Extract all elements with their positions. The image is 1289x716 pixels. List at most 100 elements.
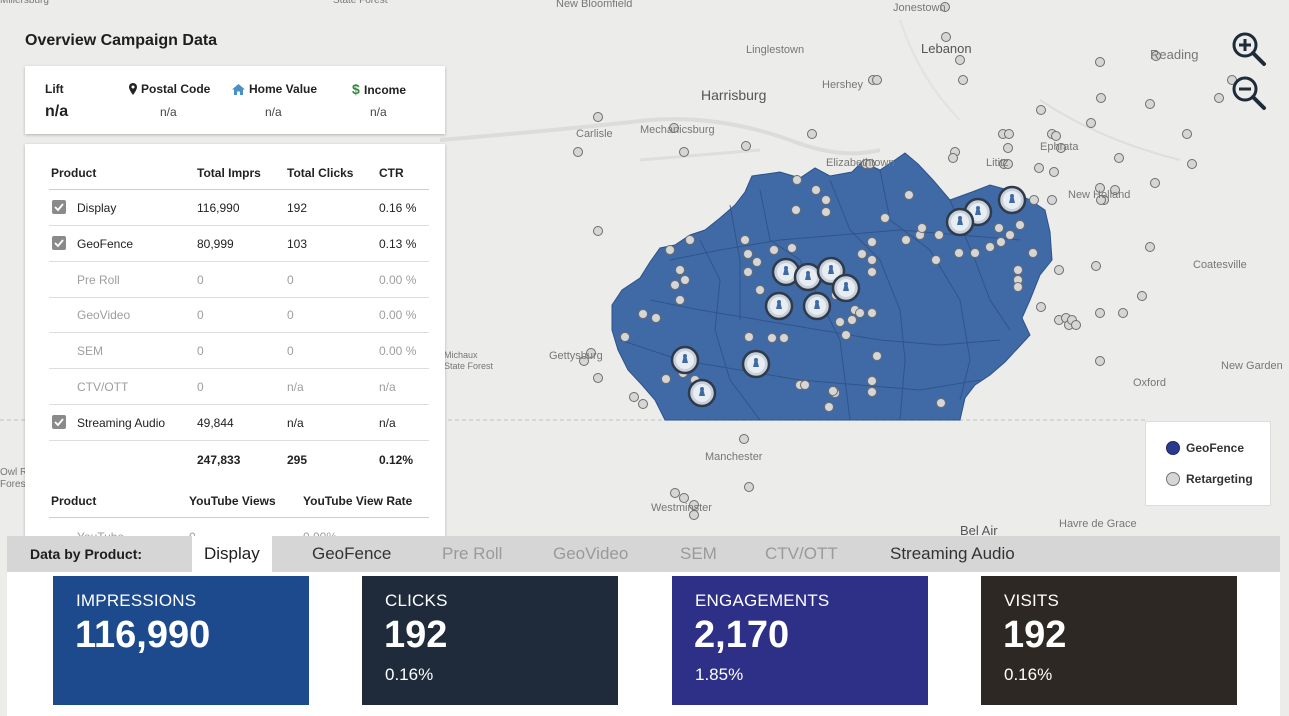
retargeting-dot[interactable] [1095,57,1105,67]
retargeting-dot[interactable] [1071,320,1081,330]
retargeting-dot[interactable] [1091,261,1101,271]
retargeting-dot[interactable] [1095,183,1105,193]
retargeting-dot[interactable] [867,237,877,247]
retargeting-dot[interactable] [958,75,968,85]
retargeting-dot[interactable] [669,123,679,133]
retargeting-dot[interactable] [675,265,685,275]
retargeting-dot[interactable] [917,223,927,233]
retargeting-dot[interactable] [670,488,680,498]
tab-streaming-audio[interactable]: Streaming Audio [890,544,1015,563]
retargeting-dot[interactable] [1145,99,1155,109]
retargeting-dot[interactable] [955,55,965,65]
geofence-marker-icon[interactable] [802,291,832,321]
retargeting-dot[interactable] [593,226,603,236]
retargeting-dot[interactable] [680,275,690,285]
retargeting-dot[interactable] [1145,242,1155,252]
retargeting-dot[interactable] [1182,129,1192,139]
retargeting-dot[interactable] [1049,167,1059,177]
retargeting-dot[interactable] [867,308,877,318]
retargeting-dot[interactable] [865,159,875,169]
retargeting-dot[interactable] [1036,105,1046,115]
retargeting-dot[interactable] [872,351,882,361]
retargeting-dot[interactable] [670,280,680,290]
retargeting-dot[interactable] [940,2,950,12]
retargeting-dot[interactable] [835,317,845,327]
zoom-in-button[interactable] [1230,30,1268,68]
retargeting-dot[interactable] [941,32,951,42]
retargeting-dot[interactable] [855,308,865,318]
retargeting-dot[interactable] [767,333,777,343]
retargeting-dot[interactable] [1054,265,1064,275]
retargeting-dot[interactable] [1151,51,1161,61]
retargeting-dot[interactable] [934,230,944,240]
retargeting-dot[interactable] [1095,356,1105,366]
retargeting-dot[interactable] [661,374,671,384]
retargeting-dot[interactable] [792,175,802,185]
zoom-out-button[interactable] [1230,74,1268,112]
retargeting-dot[interactable] [769,245,779,255]
retargeting-dot[interactable] [1114,153,1124,163]
retargeting-dot[interactable] [1110,185,1120,195]
retargeting-dot[interactable] [821,195,831,205]
retargeting-dot[interactable] [675,295,685,305]
retargeting-dot[interactable] [954,248,964,258]
retargeting-dot[interactable] [689,500,699,510]
retargeting-dot[interactable] [936,398,946,408]
retargeting-dot[interactable] [1028,248,1038,258]
retargeting-dot[interactable] [1029,195,1039,205]
retargeting-dot[interactable] [739,434,749,444]
retargeting-dot[interactable] [1004,129,1014,139]
retargeting-dot[interactable] [1086,118,1096,128]
retargeting-dot[interactable] [996,237,1006,247]
retargeting-dot[interactable] [1051,131,1061,141]
geofence-marker-icon[interactable] [997,185,1027,215]
retargeting-dot[interactable] [593,373,603,383]
retargeting-dot[interactable] [1003,143,1013,153]
retargeting-dot[interactable] [1214,93,1224,103]
geofence-marker-icon[interactable] [741,349,771,379]
retargeting-dot[interactable] [847,315,857,325]
retargeting-dot[interactable] [811,185,821,195]
retargeting-dot[interactable] [1096,93,1106,103]
retargeting-dot[interactable] [807,129,817,139]
retargeting-dot[interactable] [743,267,753,277]
retargeting-dot[interactable] [779,333,789,343]
tab-geofence[interactable]: GeoFence [312,544,392,563]
retargeting-dot[interactable] [1013,282,1023,292]
retargeting-dot[interactable] [1118,308,1128,318]
retargeting-dot[interactable] [620,332,630,342]
retargeting-dot[interactable] [880,213,890,223]
retargeting-dot[interactable] [629,392,639,402]
retargeting-dot[interactable] [679,493,689,503]
retargeting-dot[interactable] [948,153,958,163]
retargeting-dot[interactable] [791,205,801,215]
retargeting-dot[interactable] [1096,195,1106,205]
retargeting-dot[interactable] [1056,143,1066,153]
tab-ctv-ott[interactable]: CTV/OTT [765,544,838,563]
retargeting-dot[interactable] [872,75,882,85]
tab-display[interactable]: Display [192,536,272,572]
retargeting-dot[interactable] [679,147,689,157]
retargeting-dot[interactable] [901,235,911,245]
retargeting-dot[interactable] [638,399,648,409]
product-checkbox[interactable] [52,200,66,214]
retargeting-dot[interactable] [867,376,877,386]
retargeting-dot[interactable] [821,207,831,217]
retargeting-dot[interactable] [744,332,754,342]
retargeting-dot[interactable] [1005,230,1015,240]
retargeting-dot[interactable] [586,348,596,358]
retargeting-dot[interactable] [867,255,877,265]
geofence-marker-icon[interactable] [764,291,794,321]
retargeting-dot[interactable] [787,243,797,253]
retargeting-dot[interactable] [1036,302,1046,312]
retargeting-dot[interactable] [867,267,877,277]
retargeting-dot[interactable] [740,235,750,245]
retargeting-dot[interactable] [1034,163,1044,173]
retargeting-dot[interactable] [970,248,980,258]
retargeting-dot[interactable] [931,255,941,265]
retargeting-dot[interactable] [857,249,867,259]
retargeting-dot[interactable] [743,249,753,259]
tab-geovideo[interactable]: GeoVideo [553,544,629,563]
retargeting-dot[interactable] [752,257,762,267]
tab-pre-roll[interactable]: Pre Roll [442,544,503,563]
